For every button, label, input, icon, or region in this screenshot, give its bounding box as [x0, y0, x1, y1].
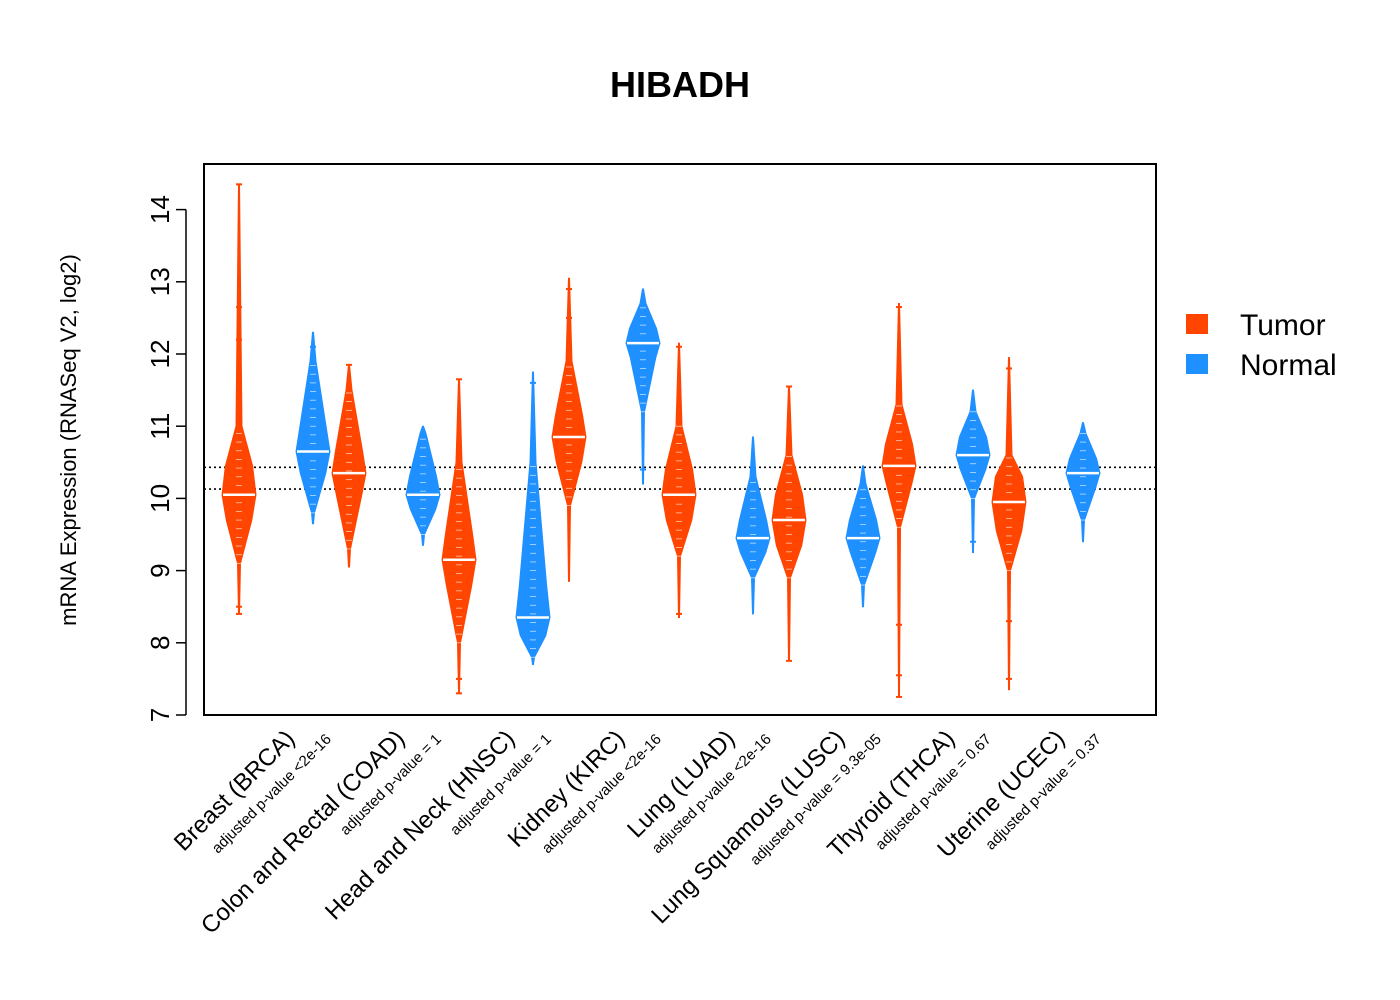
normal-violin-group: [625, 288, 661, 485]
legend-label-normal: Normal: [1240, 349, 1337, 382]
tumor-violin-group: [221, 183, 257, 615]
y-tick-label: 7: [145, 708, 175, 722]
normal-violin-group: [845, 465, 881, 608]
normal-violin: [295, 331, 331, 525]
tumor-violin: [551, 277, 587, 582]
tumor-violin-group: [991, 357, 1027, 691]
plot-frame: [203, 163, 1157, 716]
tumor-violin: [661, 342, 697, 619]
normal-violin: [955, 389, 991, 554]
violins: [221, 183, 1101, 698]
legend-swatch-tumor: [1186, 314, 1208, 334]
y-tick-label: 11: [145, 413, 175, 440]
normal-violin-group: [515, 371, 551, 666]
legend: Tumor Normal: [1186, 309, 1337, 382]
tumor-violin-group: [331, 363, 367, 568]
normal-violin: [405, 425, 441, 546]
tumor-violin: [881, 302, 917, 698]
x-axis-labels: Breast (BRCA)adjusted p-value <2e-16Colo…: [169, 725, 1105, 939]
normal-violin: [1065, 422, 1101, 543]
tumor-violin-group: [881, 302, 917, 698]
normal-violin-group: [405, 425, 441, 546]
normal-violin-group: [295, 331, 331, 525]
normal-violin: [845, 465, 881, 608]
normal-violin-group: [955, 389, 991, 554]
y-tick-label: 12: [145, 340, 175, 369]
tumor-violin: [331, 364, 367, 568]
tumor-violin-group: [551, 277, 587, 582]
y-tick-label: 8: [145, 636, 175, 650]
normal-violin-group: [1065, 422, 1101, 543]
tumor-violin: [771, 385, 807, 662]
legend-label-tumor: Tumor: [1240, 309, 1326, 342]
y-tick-label: 10: [145, 484, 175, 513]
tumor-violin-group: [441, 378, 477, 695]
y-axis-label: mRNA Expression (RNASeq V2, log2): [56, 254, 81, 626]
legend-swatch-normal: [1186, 354, 1208, 374]
tumor-violin-group: [661, 342, 697, 619]
normal-violin: [625, 288, 661, 485]
normal-violin-group: [735, 436, 771, 615]
y-tick-label: 14: [145, 195, 175, 224]
y-tick-label: 13: [145, 267, 175, 296]
tumor-violin: [441, 378, 477, 694]
y-tick-label: 9: [145, 563, 175, 577]
y-axis: 7 8 9 10 11 12 13 14: [145, 195, 187, 722]
tumor-violin: [991, 357, 1027, 691]
tumor-violin-group: [771, 385, 807, 662]
chart-title: HIBADH: [610, 64, 750, 105]
tumor-violin: [221, 183, 257, 615]
